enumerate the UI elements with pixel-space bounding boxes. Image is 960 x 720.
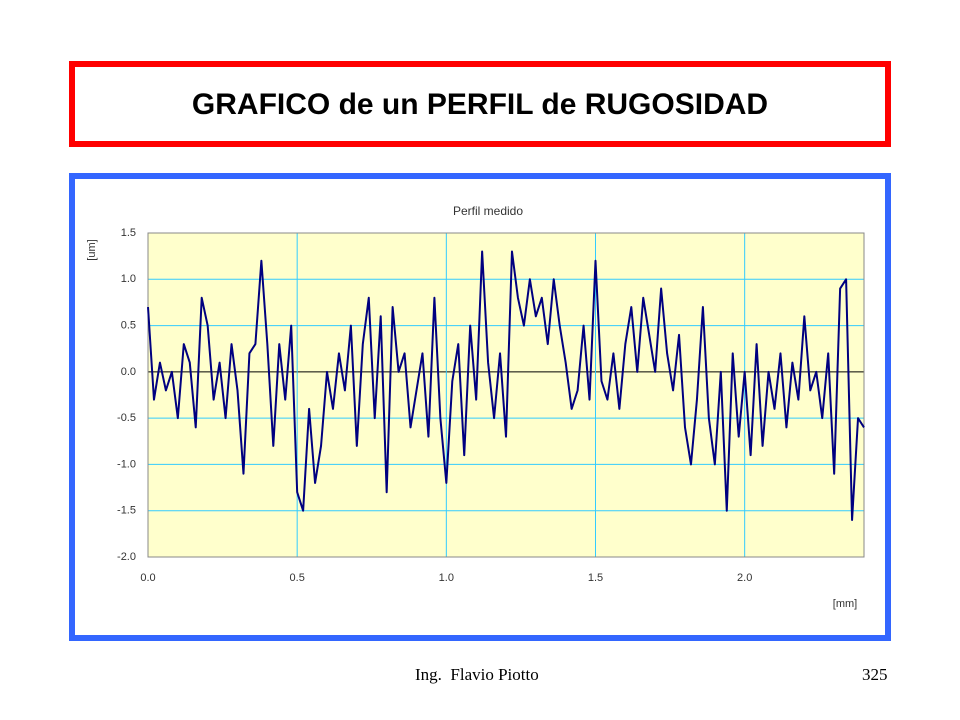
profile-line bbox=[147, 250, 865, 521]
y-tick-label: -1.5 bbox=[117, 505, 136, 517]
plot-area bbox=[148, 233, 864, 557]
x-tick-label: 1.5 bbox=[588, 572, 603, 584]
title-box bbox=[69, 61, 891, 147]
plot-border bbox=[147, 232, 865, 558]
x-tick-label: 0.0 bbox=[140, 572, 155, 584]
y-tick-label: -2.0 bbox=[117, 551, 136, 563]
y-tick-label: 1.5 bbox=[121, 227, 136, 239]
footer-author: Ing. Flavio Piotto bbox=[415, 665, 539, 684]
y-tick-label: 0.5 bbox=[121, 319, 136, 331]
x-axis-label: [mm] bbox=[833, 598, 857, 610]
y-tick-label: 1.0 bbox=[121, 273, 136, 285]
chart-title: Perfil medido bbox=[453, 204, 523, 218]
y-tick-label: -1.0 bbox=[117, 458, 136, 470]
y-tick-label: 0.0 bbox=[121, 366, 136, 378]
x-tick-label: 2.0 bbox=[737, 572, 752, 584]
slide-title: GRAFICO de un PERFIL de RUGOSIDAD bbox=[192, 88, 768, 121]
x-tick-label: 0.5 bbox=[290, 572, 305, 584]
footer-page: 325 bbox=[862, 665, 888, 684]
y-axis-label: [um] bbox=[86, 239, 98, 260]
y-tick-label: -0.5 bbox=[117, 412, 136, 424]
x-tick-label: 1.0 bbox=[439, 572, 454, 584]
plot: 1.5 1.0 0.5 0.0 -0.5 -1.0 -1.5 -2.0 0.0 0.5 1.0 1.5… bbox=[117, 227, 865, 584]
